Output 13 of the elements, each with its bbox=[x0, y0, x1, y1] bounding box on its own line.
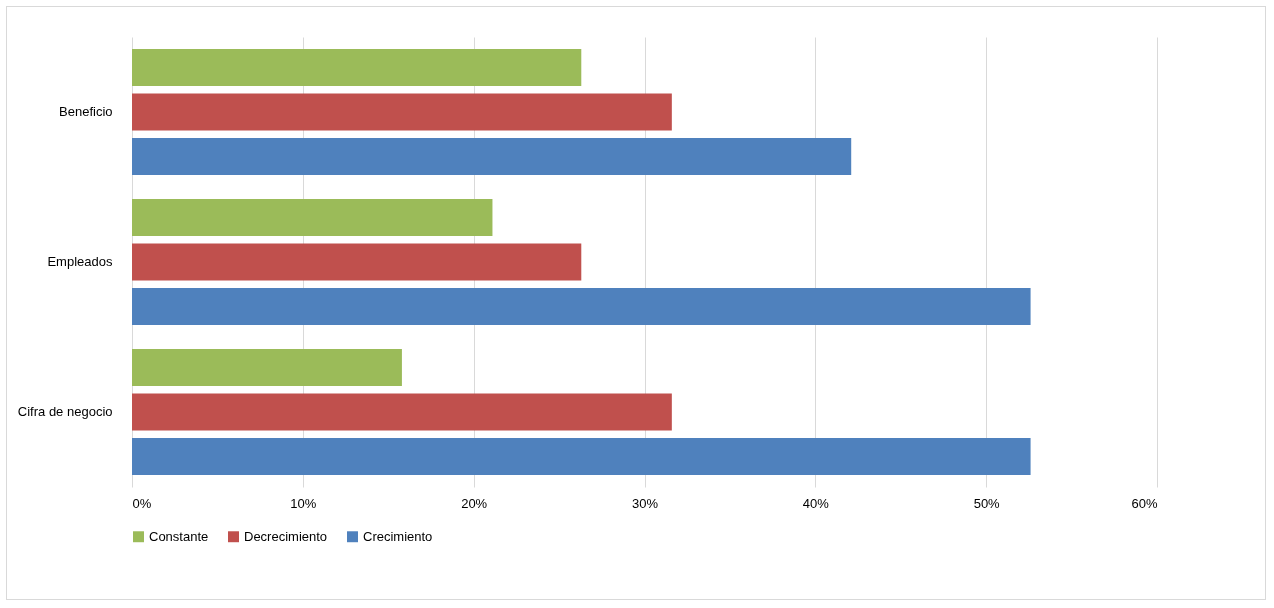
x-tick-label: 50% bbox=[973, 495, 1001, 511]
legend-label: Crecimiento bbox=[363, 528, 433, 544]
x-tick-label: 30% bbox=[631, 495, 659, 511]
x-tick-label: 20% bbox=[461, 495, 488, 511]
y-tick-label: Empleados bbox=[47, 254, 113, 269]
y-tick-label: Beneficio bbox=[59, 104, 113, 119]
x-tick-label: 40% bbox=[802, 495, 830, 511]
legend-label: Decrecimiento bbox=[244, 528, 328, 544]
legend-label: Constante bbox=[149, 528, 209, 544]
x-tick-label: 0% bbox=[132, 495, 152, 511]
y-tick-label: Cifra de negocio bbox=[17, 404, 113, 419]
x-tick-label: 60% bbox=[1131, 495, 1158, 511]
x-tick-label: 10% bbox=[290, 495, 317, 511]
